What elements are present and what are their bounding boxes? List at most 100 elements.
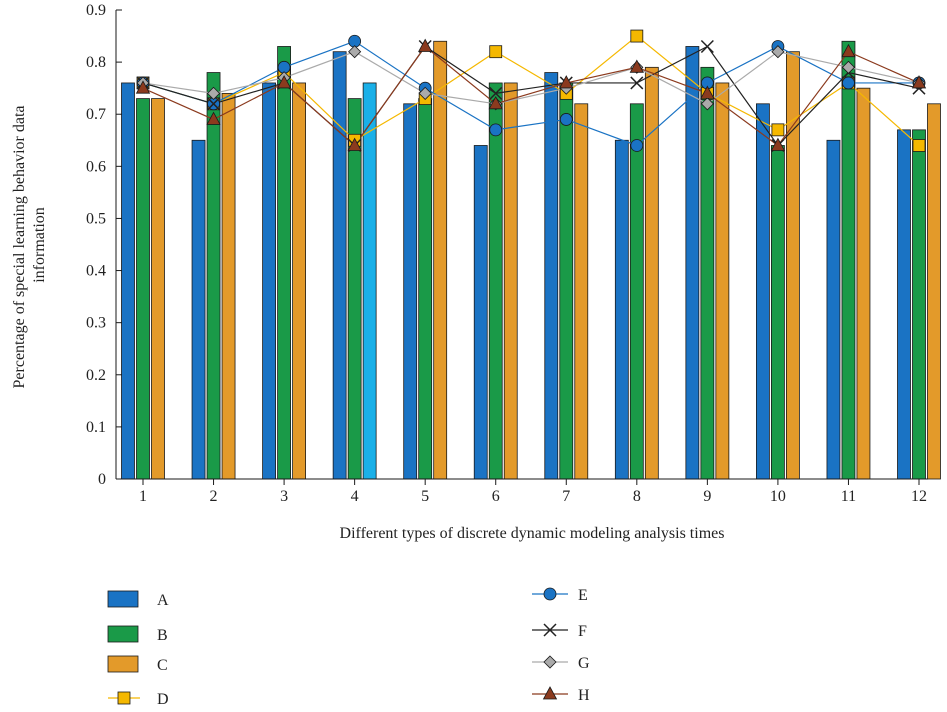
bars-layer	[121, 40, 941, 480]
bar-a-12	[897, 129, 911, 480]
bar-c-4	[362, 82, 377, 480]
legend-label-d: D	[157, 691, 169, 708]
series-line-f	[142, 45, 920, 147]
bar-a-8	[614, 139, 629, 480]
legend-label-h: H	[578, 687, 590, 704]
bar-c-11	[856, 87, 871, 480]
marker-h-3	[276, 75, 292, 89]
legend-label-e: E	[578, 587, 588, 604]
marker-h-6	[488, 95, 503, 110]
marker-e-6	[489, 123, 503, 137]
y-axis-title-line-2: information	[31, 207, 48, 283]
legend-marker-g	[543, 655, 557, 669]
bar-c-6	[503, 82, 518, 480]
marker-f-9	[700, 39, 714, 54]
series-line-e	[142, 40, 919, 147]
axes-layer: 00.10.20.30.40.50.60.70.80.91 2 3 4 5 6 7 8 9 10 1…	[86, 2, 928, 505]
y-tick-label-0: 0	[98, 471, 106, 488]
marker-d-8	[630, 29, 644, 43]
x-tick-label-4: 4	[351, 488, 359, 505]
y-tick-label-0.2: 0.2	[86, 367, 106, 384]
bar-c-7	[574, 103, 589, 480]
x-tick-label-12: 12	[911, 488, 927, 505]
marker-d-12	[912, 139, 926, 152]
marker-d-6	[489, 45, 503, 59]
bar-c-12	[927, 103, 941, 480]
y-tick-label-0.8: 0.8	[86, 54, 106, 71]
marker-h-4	[347, 137, 362, 151]
marker-d-10	[771, 123, 785, 137]
bar-b-10	[771, 145, 785, 480]
marker-f-6	[489, 86, 503, 100]
marker-g-4	[348, 45, 362, 59]
bar-b-3	[277, 46, 291, 480]
bar-b-8	[629, 103, 644, 480]
marker-h-2	[206, 111, 221, 125]
bar-c-5	[433, 40, 448, 480]
bar-a-7	[544, 72, 559, 480]
bar-b-9	[700, 66, 715, 480]
lines-layer	[135, 29, 927, 153]
marker-h-1	[135, 80, 151, 94]
x-tick-label-11: 11	[841, 488, 856, 505]
marker-h-5	[418, 38, 433, 52]
legend-marker-d	[117, 691, 131, 705]
bar-c-2	[221, 92, 236, 480]
legend-marker-f	[543, 623, 557, 637]
bar-b-2	[206, 72, 221, 480]
bar-b-5	[418, 98, 433, 480]
y-tick-label-0.9: 0.9	[86, 2, 106, 19]
bar-a-11	[826, 139, 841, 480]
x-tick-label-10: 10	[770, 488, 786, 505]
x-axis-title: Different types of discrete dynamic mode…	[340, 525, 725, 542]
bar-a-9	[685, 46, 700, 480]
marker-g-9	[700, 97, 714, 111]
legend: A BCD E FGH	[107, 587, 590, 708]
x-tick-label-1: 1	[139, 488, 147, 505]
legend-swatch-c	[107, 655, 139, 673]
series-line-d	[142, 35, 920, 146]
bar-b-4	[347, 98, 362, 480]
y-axis-title: Percentage of special learning behavior …	[11, 102, 48, 389]
marker-h-8	[629, 59, 644, 73]
marker-h-9	[700, 85, 715, 99]
y-axis-title-line-1: Percentage of special learning behavior …	[11, 106, 28, 389]
y-tick-label-0.3: 0.3	[86, 315, 106, 332]
bar-a-1	[121, 82, 135, 480]
bar-b-6	[488, 82, 503, 480]
legend-label-g: G	[578, 655, 590, 672]
legend-label-f: F	[578, 623, 587, 640]
marker-h-7	[559, 75, 574, 89]
y-tick-label-0.7: 0.7	[86, 106, 106, 123]
bar-a-5	[403, 103, 418, 480]
bar-b-11	[841, 40, 856, 480]
marker-h-10	[770, 137, 786, 151]
bar-a-4	[332, 51, 347, 480]
y-tick-label-0.5: 0.5	[86, 210, 106, 227]
y-tick-label-0.4: 0.4	[86, 263, 106, 280]
bar-a-2	[191, 139, 206, 480]
marker-h-11	[841, 43, 856, 58]
marker-e-11	[842, 76, 855, 90]
x-tick-label-9: 9	[703, 488, 711, 505]
marker-g-2	[206, 86, 221, 100]
bar-a-10	[756, 103, 770, 480]
legend-marker-h	[542, 686, 558, 700]
marker-e-8	[630, 139, 644, 152]
bar-c-9	[715, 82, 730, 480]
marker-g-11	[841, 60, 856, 74]
y-tick-label-0.6: 0.6	[86, 158, 106, 175]
legend-swatch-a	[107, 590, 139, 608]
x-tick-label-8: 8	[633, 488, 641, 505]
series-line-g	[142, 51, 920, 105]
marker-e-7	[559, 113, 573, 126]
marker-h-12	[911, 75, 927, 89]
legend-label-b: B	[157, 627, 168, 644]
legend-marker-e	[543, 587, 557, 601]
x-tick-label-6: 6	[492, 488, 500, 505]
marker-f-8	[630, 76, 644, 90]
bar-c-10	[786, 51, 800, 480]
marker-g-10	[771, 45, 785, 59]
bar-c-1	[151, 98, 165, 480]
series-line-h	[142, 45, 920, 147]
